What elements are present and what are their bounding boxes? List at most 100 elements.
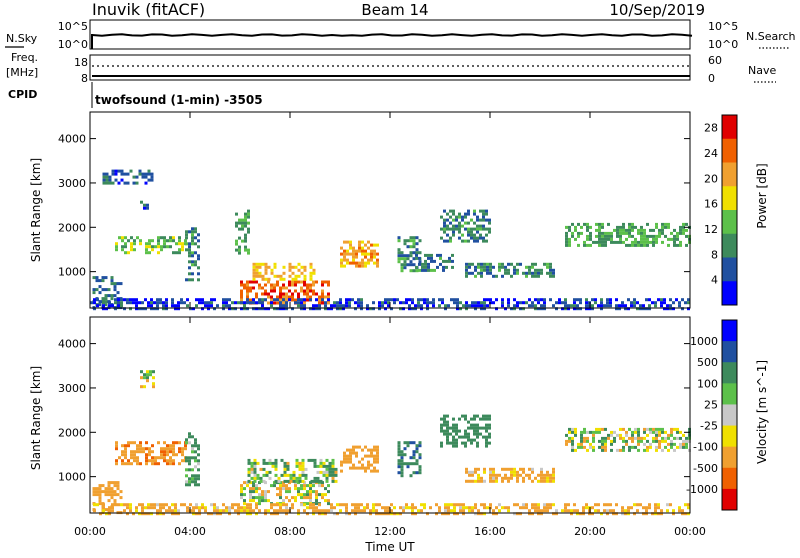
data-cell: [291, 277, 295, 281]
data-cell: [488, 435, 491, 439]
data-cell: [258, 298, 261, 302]
data-cell: [309, 506, 312, 510]
data-cell: [564, 307, 567, 311]
data-cell: [309, 307, 312, 311]
data-cell: [616, 448, 619, 452]
data-cell: [194, 236, 197, 240]
data-cell: [144, 512, 147, 516]
data-cell: [150, 301, 153, 305]
data-cell: [168, 506, 171, 510]
data-cell: [657, 298, 660, 302]
data-cell: [151, 456, 154, 460]
data-cell: [197, 462, 200, 466]
data-cell: [378, 512, 381, 516]
data-cell: [198, 506, 201, 510]
data-cell: [160, 447, 163, 451]
data-cell: [343, 454, 346, 458]
data-cell: [139, 447, 142, 451]
data-cell: [458, 417, 461, 421]
data-cell: [264, 496, 267, 500]
data-cell: [558, 301, 561, 305]
data-cell: [414, 307, 417, 311]
data-cell: [438, 304, 441, 308]
data-cell: [315, 496, 318, 500]
data-cell: [105, 172, 109, 176]
data-cell: [126, 172, 130, 176]
data-cell: [352, 445, 355, 449]
data-cell: [476, 230, 479, 234]
data-cell: [549, 268, 552, 272]
data-cell: [411, 298, 414, 302]
data-cell: [376, 469, 379, 473]
data-cell: [667, 433, 670, 437]
data-cell: [543, 301, 546, 305]
data-cell: [118, 456, 121, 460]
data-cell: [624, 307, 627, 311]
data-cell: [471, 470, 474, 474]
data-cell: [373, 252, 376, 256]
data-cell: [640, 231, 643, 235]
data-cell: [580, 433, 583, 437]
data-cell: [185, 242, 188, 246]
data-cell: [174, 506, 177, 510]
data-cell: [298, 479, 302, 483]
data-cell: [318, 304, 321, 308]
data-cell: [124, 447, 127, 451]
data-cell: [343, 457, 346, 461]
data-cell: [294, 484, 297, 488]
data-cell: [552, 470, 555, 474]
data-cell: [501, 301, 504, 305]
data-cell: [325, 473, 329, 477]
data-cell: [403, 260, 407, 264]
data-cell: [589, 234, 592, 238]
data-cell: [92, 493, 96, 497]
data-cell: [522, 503, 525, 507]
data-cell: [115, 462, 118, 466]
data-cell: [482, 435, 485, 439]
data-cell: [373, 445, 376, 449]
data-cell: [473, 233, 476, 237]
data-cell: [180, 301, 183, 305]
data-cell: [279, 292, 282, 296]
data-cell: [652, 430, 655, 434]
data-cell: [464, 215, 467, 219]
data-cell: [343, 249, 346, 253]
noise-sky-line: [91, 33, 693, 37]
data-cell: [300, 496, 303, 500]
y-tick-label: 3000: [58, 177, 86, 190]
data-cell: [273, 307, 276, 311]
data-cell: [235, 224, 238, 228]
data-cell: [513, 304, 516, 308]
data-cell: [589, 430, 592, 434]
data-cell: [643, 436, 646, 440]
data-cell: [622, 231, 625, 235]
data-cell: [276, 301, 279, 305]
data-cell: [93, 503, 96, 507]
data-cell: [616, 234, 619, 238]
data-cell: [98, 499, 102, 503]
data-cell: [247, 467, 251, 471]
data-cell: [645, 506, 648, 510]
data-cell: [525, 301, 528, 305]
data-cell: [473, 209, 476, 213]
data-cell: [376, 252, 379, 256]
data-cell: [658, 231, 661, 235]
data-cell: [172, 450, 175, 454]
data-cell: [549, 479, 552, 483]
data-cell: [604, 442, 607, 446]
data-cell: [679, 442, 682, 446]
data-cell: [583, 436, 586, 440]
data-cell: [604, 243, 607, 247]
data-cell: [312, 292, 315, 296]
data-cell: [255, 271, 259, 275]
data-cell: [465, 265, 468, 269]
data-cell: [531, 506, 534, 510]
data-cell: [244, 236, 247, 240]
colorbar-frame: [721, 319, 738, 511]
data-cell: [430, 259, 433, 263]
data-cell: [637, 448, 640, 452]
data-cell: [465, 304, 468, 308]
data-cell: [139, 242, 142, 246]
data-cell: [568, 436, 571, 440]
data-cell: [174, 512, 177, 516]
